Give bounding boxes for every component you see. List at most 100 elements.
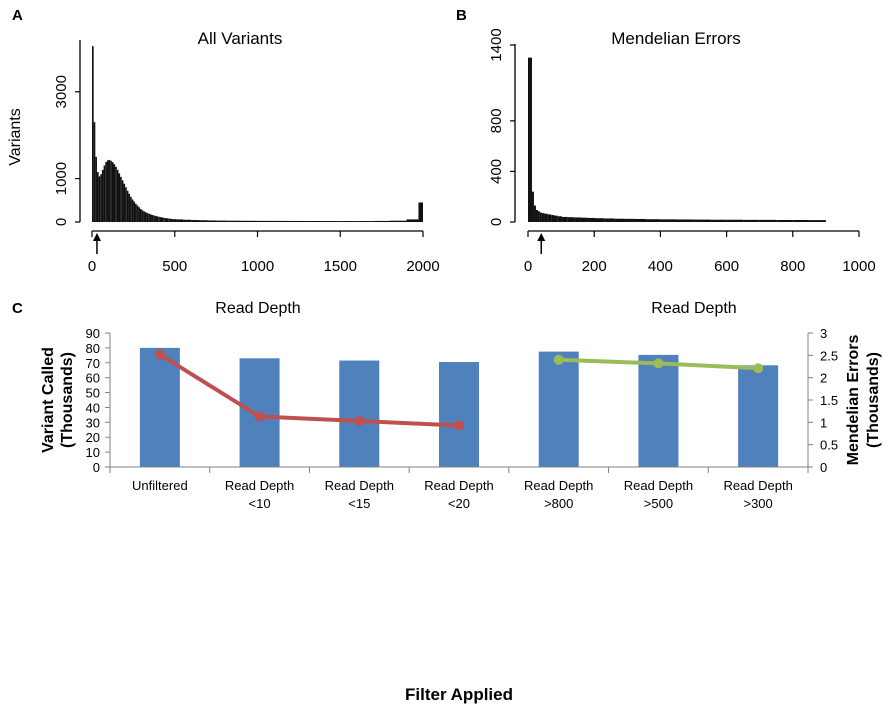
a-histogram-bar xyxy=(373,220,390,222)
a-histogram-bar xyxy=(92,46,94,222)
a-histogram-bar xyxy=(141,210,144,222)
a-histogram-bar xyxy=(93,122,96,222)
c-mendelian-point xyxy=(753,363,764,374)
a-histogram-bar xyxy=(161,217,164,222)
a-histogram-bar xyxy=(171,218,174,222)
c-mendelian-point xyxy=(553,354,564,365)
b-histogram-bar xyxy=(614,218,624,222)
c-category-label: Read Depth xyxy=(524,478,593,493)
c-right-tick-label: 0.5 xyxy=(820,438,838,453)
c-category-label: Read Depth xyxy=(424,478,493,493)
panel-b-x-ticks: 0 200 400 600 800 1000 xyxy=(524,231,876,275)
b-histogram-bar xyxy=(531,191,534,222)
c-category-label: Read Depth xyxy=(225,478,294,493)
a-histogram-bar xyxy=(139,208,142,222)
panel-a-depth-marker-arrow xyxy=(92,233,101,254)
a-histogram-bar xyxy=(257,220,275,222)
c-left-tick-label: 90 xyxy=(86,326,100,341)
c-variant-bar xyxy=(638,354,679,467)
b-x-tick-label: 200 xyxy=(582,258,607,275)
a-histogram-bar xyxy=(115,166,117,222)
c-left-tick-label: 30 xyxy=(86,415,100,430)
a-histogram-bar xyxy=(116,169,119,222)
c-mendelian-point xyxy=(254,411,265,422)
panel-b-bars xyxy=(528,57,826,223)
c-category-label: >500 xyxy=(644,496,673,511)
panel-b-x-axis-label: Read Depth xyxy=(651,300,736,317)
a-histogram-bar xyxy=(207,220,217,222)
b-histogram-bar xyxy=(604,218,615,222)
b-histogram-bar xyxy=(710,219,727,222)
a-x-tick-label: 2000 xyxy=(406,258,439,275)
panel-c-right-ticks: 0 0.5 1 1.5 2 2.5 3 xyxy=(808,326,838,475)
a-histogram-bar xyxy=(144,212,147,222)
b-histogram-bar xyxy=(587,217,596,222)
c-category-label: <15 xyxy=(348,496,370,511)
a-histogram-bar xyxy=(110,160,112,222)
b-histogram-bar xyxy=(533,205,536,222)
b-histogram-bar xyxy=(792,219,810,222)
c-left-tick-label: 80 xyxy=(86,341,100,356)
a-histogram-bar xyxy=(146,213,149,222)
c-mendelian-point xyxy=(653,358,664,369)
panel-b-title: Mendelian Errors xyxy=(611,29,740,48)
b-x-tick-label: 800 xyxy=(780,258,805,275)
a-histogram-bar xyxy=(108,159,111,222)
b-histogram-bar xyxy=(676,219,694,222)
a-x-tick-label: 1000 xyxy=(241,258,274,275)
a-histogram-bar xyxy=(96,172,99,222)
a-y-tick-label: 1000 xyxy=(53,162,70,195)
panel-a: A All Variants Variants 0 1000 3000 0 500 10… xyxy=(7,7,440,275)
panel-c-lines xyxy=(154,349,764,431)
a-histogram-bar xyxy=(138,207,140,222)
a-histogram-bar xyxy=(149,214,152,222)
a-histogram-bar xyxy=(418,202,423,222)
panel-b-depth-marker-arrow xyxy=(537,233,546,254)
c-left-tick-label: 50 xyxy=(86,386,100,401)
a-histogram-bar xyxy=(123,183,126,222)
b-histogram-bar xyxy=(726,219,744,222)
c-right-tick-label: 0 xyxy=(820,460,827,475)
b-histogram-bar xyxy=(544,213,548,222)
c-category-label: <10 xyxy=(249,496,271,511)
c-right-tick-label: 2.5 xyxy=(820,348,838,363)
b-histogram-bar xyxy=(595,218,605,222)
c-left-tick-label: 20 xyxy=(86,430,100,445)
a-histogram-bar xyxy=(106,160,109,222)
a-histogram-bar xyxy=(356,221,374,222)
a-histogram-bar xyxy=(290,220,308,222)
b-histogram-bar xyxy=(633,218,646,222)
a-histogram-bar xyxy=(163,217,165,222)
b-histogram-bar xyxy=(743,219,760,222)
a-histogram-bar xyxy=(130,196,132,222)
a-histogram-bar xyxy=(307,221,324,222)
panel-c-category-ticks: Unfiltered Read Depth <10 Read Depth <15 Read… xyxy=(109,467,809,511)
b-histogram-bar xyxy=(567,217,575,222)
b-y-tick-label: 0 xyxy=(488,218,505,226)
a-histogram-bar xyxy=(153,215,155,222)
b-x-tick-label: 1000 xyxy=(842,258,875,275)
a-marker-head xyxy=(92,233,101,241)
a-histogram-bar xyxy=(274,220,291,222)
b-histogram-bar xyxy=(693,219,711,222)
a-histogram-bar xyxy=(120,176,122,222)
panel-c-y2-axis-label: Mendelian Errors xyxy=(845,335,862,466)
a-histogram-bar xyxy=(389,220,407,222)
a-histogram-bar xyxy=(199,220,208,222)
b-histogram-bar xyxy=(809,220,826,222)
a-histogram-bar xyxy=(323,221,341,222)
a-histogram-bar xyxy=(135,203,137,222)
a-x-tick-label: 500 xyxy=(162,258,187,275)
b-histogram-bar xyxy=(776,219,793,222)
panel-a-x-ticks: 0 500 1000 1500 2000 xyxy=(88,231,440,275)
c-category-label: >800 xyxy=(544,496,573,511)
a-histogram-bar xyxy=(191,220,200,222)
panel-c-y-axis-label: Variant Called xyxy=(40,347,57,453)
a-histogram-bar xyxy=(136,205,139,222)
c-right-tick-label: 1 xyxy=(820,415,827,430)
c-left-tick-label: 70 xyxy=(86,356,100,371)
b-histogram-bar xyxy=(541,213,545,222)
c-variant-bar xyxy=(139,347,180,467)
panel-c-x-axis-label: Filter Applied xyxy=(405,685,513,704)
